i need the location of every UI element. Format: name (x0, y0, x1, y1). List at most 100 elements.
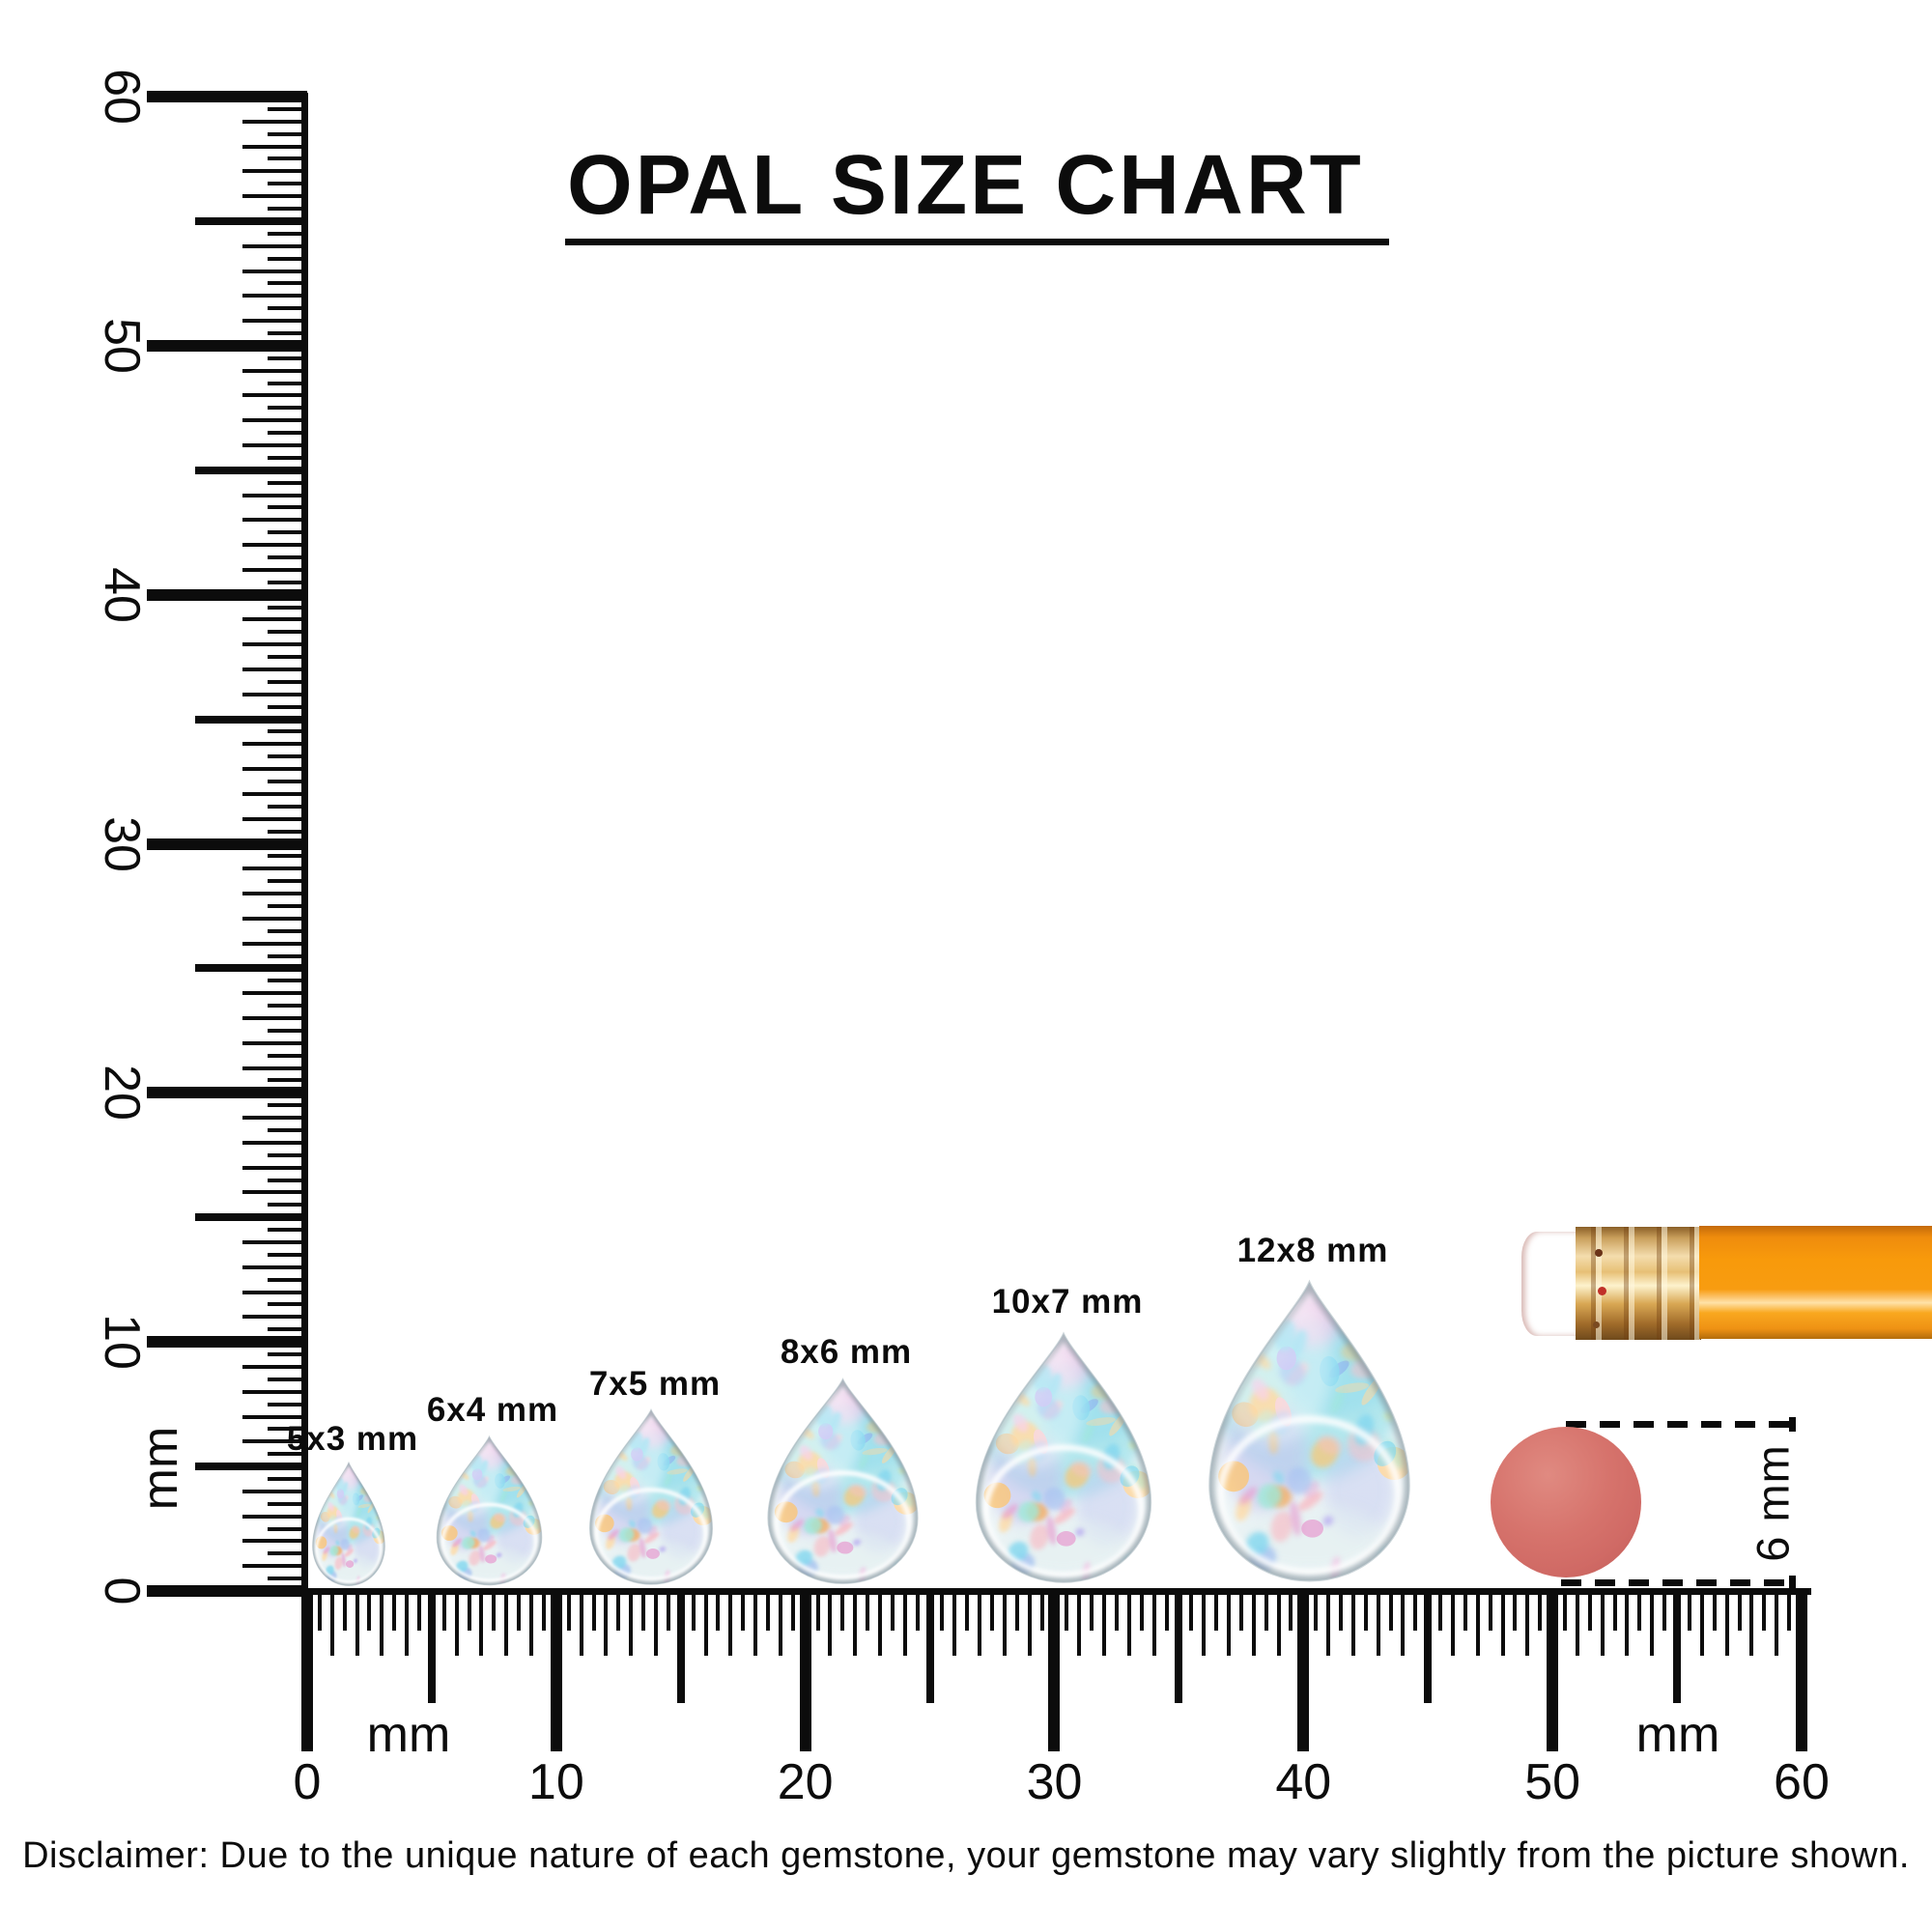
ruler-tick-half (268, 605, 307, 610)
ruler-tick-major (147, 1585, 307, 1597)
ruler-tick-half (268, 729, 307, 734)
vertical-ruler-number: 0 (94, 1577, 150, 1605)
vertical-ruler-unit-label: mm (132, 1426, 188, 1511)
ruler-tick-mm (242, 1564, 307, 1569)
ruler-tick-mm (380, 1591, 384, 1656)
ruler-tick-mm (242, 1240, 307, 1245)
ferrule-crimp-dot (1593, 1321, 1600, 1328)
ruler-tick-mm (242, 1040, 307, 1045)
ruler-tick-half (268, 406, 307, 411)
horizontal-ruler-number: 40 (1275, 1754, 1332, 1810)
ruler-tick-mm (1525, 1591, 1530, 1656)
ruler-tick-mm (1475, 1591, 1480, 1656)
ruler-tick-half (1687, 1591, 1691, 1631)
ruler-tick-half (317, 1591, 322, 1631)
ruler-tick-half (268, 231, 307, 236)
ruler-tick-half (268, 804, 307, 809)
ruler-tick-mm (242, 742, 307, 747)
ruler-tick-mm (242, 1140, 307, 1145)
callout-dashed-line-top (1566, 1421, 1795, 1428)
vertical-ruler-number: 40 (94, 566, 150, 623)
ruler-tick-half (268, 330, 307, 335)
ruler-tick-half (342, 1591, 347, 1631)
ruler-tick-mm (629, 1591, 634, 1656)
ruler-tick-mm (242, 1539, 307, 1544)
ruler-tick-half (268, 1004, 307, 1009)
ferrule-crimp-dot (1598, 1287, 1606, 1295)
ruler-tick-half (268, 953, 307, 958)
horizontal-ruler-number: 60 (1774, 1754, 1830, 1810)
ruler-tick-mm (604, 1591, 609, 1656)
ruler-tick-mm (242, 243, 307, 248)
ruler-tick-half (268, 106, 307, 111)
ruler-tick-mm (242, 1015, 307, 1020)
opal-6x4 (435, 1435, 544, 1589)
ruler-tick-mm (242, 1389, 307, 1394)
ruler-tick-mm (1102, 1591, 1107, 1656)
ruler-tick-half (467, 1591, 471, 1631)
disclaimer-text: Disclaimer: Due to the unique nature of … (22, 1835, 1910, 1876)
ruler-tick-mm (828, 1591, 833, 1656)
ruler-tick-half (840, 1591, 845, 1631)
ruler-tick-five (427, 1591, 436, 1703)
ruler-tick-mm (242, 269, 307, 273)
ruler-tick-mm (242, 368, 307, 373)
ruler-tick-half (268, 355, 307, 360)
ruler-tick-mm (978, 1591, 982, 1656)
opal-7x5 (587, 1407, 715, 1589)
ruler-tick-half (965, 1591, 970, 1631)
ruler-tick-half (1513, 1591, 1518, 1631)
ruler-tick-mm (1500, 1591, 1505, 1656)
ruler-tick-half (268, 1078, 307, 1083)
ruler-tick-mm (242, 1190, 307, 1195)
ruler-tick-mm (242, 692, 307, 696)
ruler-tick-half (268, 1302, 307, 1307)
ruler-tick-half (268, 1053, 307, 1058)
ruler-tick-half (1563, 1591, 1568, 1631)
ruler-tick-half (1314, 1591, 1319, 1631)
ruler-tick-half (268, 530, 307, 535)
ruler-tick-half (268, 1028, 307, 1033)
ruler-tick-mm (242, 144, 307, 149)
ruler-tick-half (1612, 1591, 1617, 1631)
ruler-tick-major (147, 91, 307, 103)
ruler-tick-major (1048, 1591, 1061, 1751)
ruler-tick-half (268, 979, 307, 983)
ruler-tick-mm (1401, 1591, 1406, 1656)
horizontal-ruler-number: 10 (527, 1754, 584, 1810)
ruler-tick-mm (242, 1290, 307, 1294)
pencil-body (1699, 1226, 1932, 1339)
ruler-tick-five (195, 1213, 307, 1222)
ruler-tick-half (268, 1352, 307, 1357)
ruler-tick-half (268, 207, 307, 212)
ruler-tick-mm (242, 294, 307, 298)
ruler-tick-half (268, 1551, 307, 1556)
ruler-tick-mm (1126, 1591, 1131, 1656)
ruler-tick-mm (242, 791, 307, 796)
ruler-tick-half (268, 1252, 307, 1257)
ruler-tick-major (1795, 1591, 1807, 1751)
ruler-tick-mm (1625, 1591, 1630, 1656)
ruler-tick-half (268, 1577, 307, 1581)
ruler-tick-half (765, 1591, 770, 1631)
ruler-tick-half (268, 655, 307, 660)
ruler-tick-half (666, 1591, 670, 1631)
ruler-tick-half (1338, 1591, 1343, 1631)
ruler-tick-half (268, 854, 307, 859)
ruler-tick-mm (853, 1591, 858, 1656)
ruler-tick-five (195, 964, 307, 973)
ruler-tick-mm (1699, 1591, 1704, 1656)
ruler-tick-half (268, 1402, 307, 1406)
ruler-tick-half (268, 754, 307, 759)
ruler-tick-half (268, 829, 307, 834)
ruler-tick-mm (878, 1591, 882, 1656)
ruler-tick-half (1189, 1591, 1194, 1631)
ruler-tick-half (691, 1591, 696, 1631)
ruler-tick-mm (242, 493, 307, 497)
ruler-tick-mm (242, 668, 307, 672)
ruler-tick-half (1238, 1591, 1243, 1631)
callout-end-cap-top (1789, 1417, 1796, 1432)
ruler-tick-mm (242, 767, 307, 772)
ruler-tick-mm (242, 1065, 307, 1070)
ruler-tick-half (1114, 1591, 1119, 1631)
